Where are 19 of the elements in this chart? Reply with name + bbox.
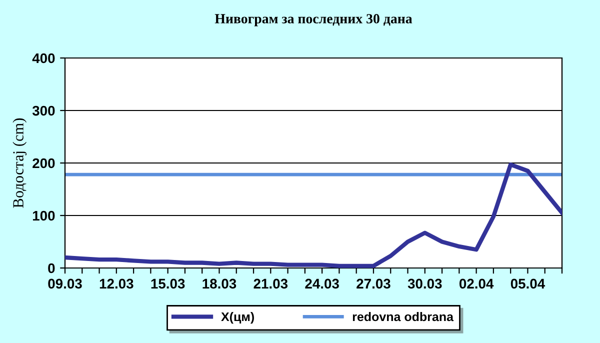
x-tick-label: 27.03 [356, 278, 390, 289]
y-tick-label: 200 [32, 158, 55, 168]
x-tick-label: 12.03 [100, 278, 134, 289]
y-tick-label: 400 [32, 53, 55, 64]
x-tick-label: 09.03 [48, 278, 82, 289]
x-tick-label: 15.03 [151, 278, 185, 289]
x-tick-label: 30.03 [408, 278, 442, 289]
x-tick-label: 05.04 [510, 278, 546, 289]
y-tick-label: 300 [32, 106, 55, 116]
chart-title: Нивограм за последних 30 дана [214, 14, 412, 26]
y-tick-label: 0 [48, 263, 55, 274]
x-tick-label: 21.03 [254, 278, 288, 289]
x-tick-label: 18.03 [202, 278, 236, 289]
legend-label: X(цм) [221, 312, 254, 324]
x-tick-label: 02.04 [459, 278, 494, 289]
x-tick-label: 24.03 [305, 278, 339, 289]
y-axis-title: Водостај (cm) [12, 118, 27, 208]
legend-label: redovna odbrana [352, 312, 454, 322]
y-tick-label: 100 [32, 210, 55, 221]
